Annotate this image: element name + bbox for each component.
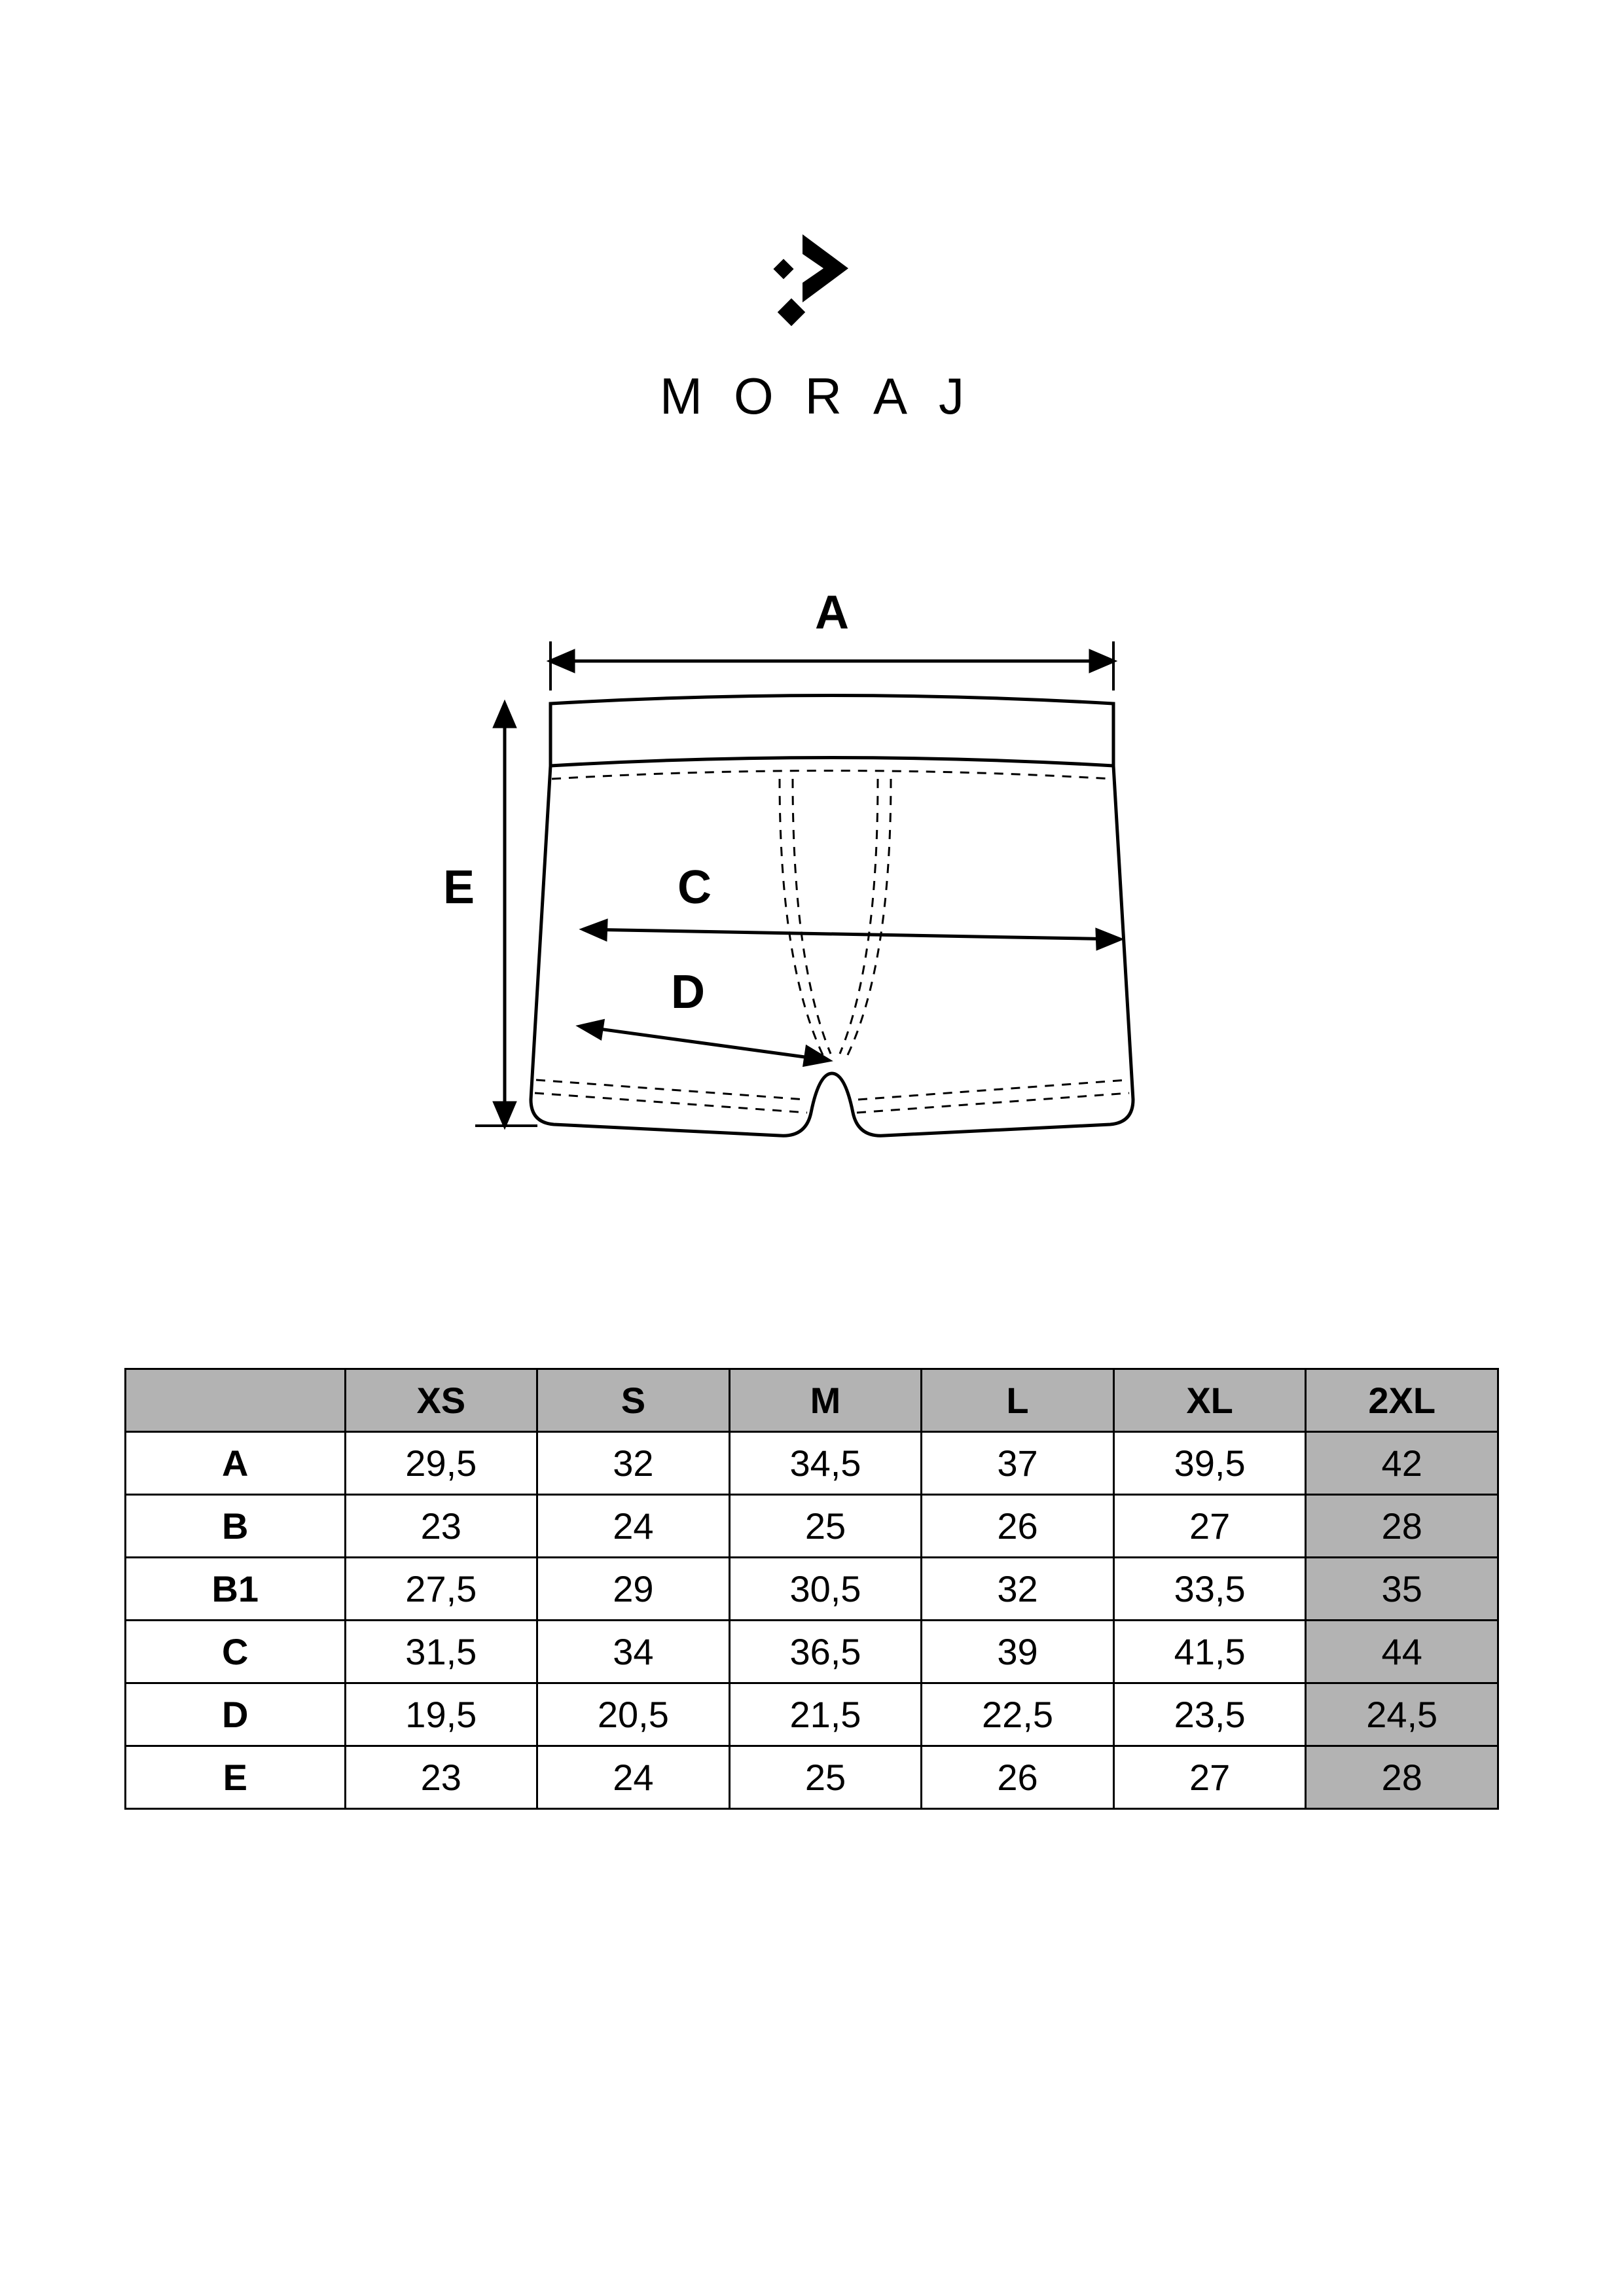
table-row: C 31,5 34 36,5 39 41,5 44 [126, 1621, 1498, 1683]
cell: 27 [1113, 1746, 1306, 1809]
table-header-row: XS S M L XL 2XL [126, 1369, 1498, 1432]
header-m: M [729, 1369, 922, 1432]
header-s: S [537, 1369, 730, 1432]
table-row: B1 27,5 29 30,5 32 33,5 35 [126, 1558, 1498, 1621]
cell: 29,5 [345, 1432, 537, 1495]
cell: 27 [1113, 1495, 1306, 1558]
row-label: C [126, 1621, 346, 1683]
table-row: A 29,5 32 34,5 37 39,5 42 [126, 1432, 1498, 1495]
cell: 34,5 [729, 1432, 922, 1495]
header-blank [126, 1369, 346, 1432]
cell: 32 [922, 1558, 1114, 1621]
cell: 33,5 [1113, 1558, 1306, 1621]
cell: 35 [1306, 1558, 1498, 1621]
cell: 24,5 [1306, 1683, 1498, 1746]
brand-name: MORAJ [31, 367, 1624, 426]
cell: 26 [922, 1495, 1114, 1558]
cell: 41,5 [1113, 1621, 1306, 1683]
cell: 36,5 [729, 1621, 922, 1683]
dim-label-a: A [815, 586, 849, 639]
cell: 26 [922, 1746, 1114, 1809]
cell: 44 [1306, 1621, 1498, 1683]
cell: 37 [922, 1432, 1114, 1495]
cell: 21,5 [729, 1683, 922, 1746]
size-table-wrap: XS S M L XL 2XL A 29,5 32 34,5 37 39,5 4… [124, 1368, 1499, 1810]
cell: 23 [345, 1495, 537, 1558]
table-row: E 23 24 25 26 27 28 [126, 1746, 1498, 1809]
dim-arrow-a [550, 641, 1113, 691]
cell: 20,5 [537, 1683, 730, 1746]
cell: 42 [1306, 1432, 1498, 1495]
cell: 30,5 [729, 1558, 922, 1621]
cell: 25 [729, 1495, 922, 1558]
dim-arrow-d [580, 1021, 829, 1065]
header-2xl: 2XL [1306, 1369, 1498, 1432]
dim-label-c: C [677, 861, 712, 914]
cell: 28 [1306, 1495, 1498, 1558]
boxer-outline [531, 696, 1133, 1136]
cell: 29 [537, 1558, 730, 1621]
table-row: D 19,5 20,5 21,5 22,5 23,5 24,5 [126, 1683, 1498, 1746]
cell: 25 [729, 1746, 922, 1809]
cell: 23 [345, 1746, 537, 1809]
cell: 39 [922, 1621, 1114, 1683]
cell: 23,5 [1113, 1683, 1306, 1746]
row-label: B [126, 1495, 346, 1558]
row-label: E [126, 1746, 346, 1809]
garment-diagram: A E [0, 576, 1624, 1234]
diagram-svg: A E [321, 576, 1303, 1230]
dim-arrow-e [475, 704, 537, 1126]
cell: 22,5 [922, 1683, 1114, 1746]
table-row: B 23 24 25 26 27 28 [126, 1495, 1498, 1558]
dim-label-e: E [442, 861, 474, 914]
cell: 32 [537, 1432, 730, 1495]
brand-logo-icon [744, 229, 881, 340]
row-label: B1 [126, 1558, 346, 1621]
cell: 19,5 [345, 1683, 537, 1746]
cell: 24 [537, 1746, 730, 1809]
brand-block: MORAJ [0, 229, 1624, 426]
dim-arrow-c [583, 921, 1120, 948]
cell: 28 [1306, 1746, 1498, 1809]
row-label: A [126, 1432, 346, 1495]
header-xl: XL [1113, 1369, 1306, 1432]
cell: 31,5 [345, 1621, 537, 1683]
dim-label-d: D [671, 966, 705, 1018]
cell: 27,5 [345, 1558, 537, 1621]
cell: 24 [537, 1495, 730, 1558]
header-l: L [922, 1369, 1114, 1432]
cell: 34 [537, 1621, 730, 1683]
row-label: D [126, 1683, 346, 1746]
size-chart-page: MORAJ A E [0, 0, 1624, 2296]
stitch-lines [535, 771, 1129, 1113]
header-xs: XS [345, 1369, 537, 1432]
cell: 39,5 [1113, 1432, 1306, 1495]
size-table: XS S M L XL 2XL A 29,5 32 34,5 37 39,5 4… [124, 1368, 1499, 1810]
